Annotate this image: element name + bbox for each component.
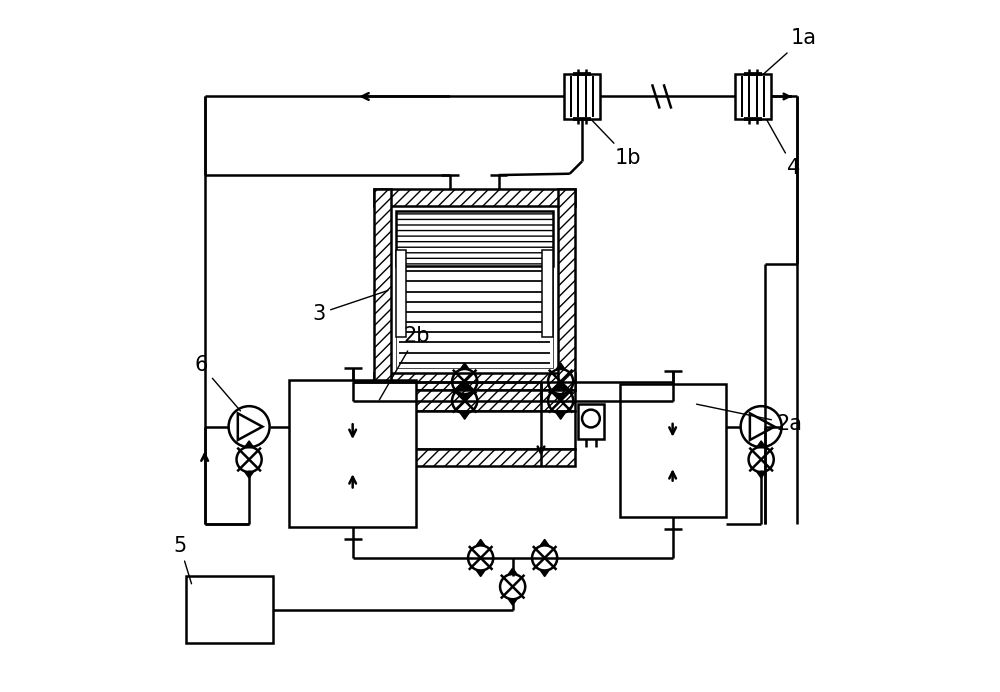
Bar xyxy=(374,390,575,411)
Polygon shape xyxy=(556,413,565,419)
Text: 2b: 2b xyxy=(379,326,430,400)
Bar xyxy=(374,448,575,466)
Polygon shape xyxy=(460,394,469,400)
Bar xyxy=(374,189,575,206)
Polygon shape xyxy=(556,363,565,369)
Text: 2a: 2a xyxy=(697,404,803,434)
Text: 1b: 1b xyxy=(589,118,641,168)
Polygon shape xyxy=(556,382,565,388)
Polygon shape xyxy=(476,570,485,576)
Polygon shape xyxy=(508,599,517,606)
Bar xyxy=(186,576,273,644)
Polygon shape xyxy=(245,441,253,447)
Bar xyxy=(374,374,575,390)
Text: 6: 6 xyxy=(194,355,240,411)
Polygon shape xyxy=(540,539,549,545)
Text: 5: 5 xyxy=(173,536,192,584)
Bar xyxy=(396,211,553,368)
Polygon shape xyxy=(508,568,517,574)
Polygon shape xyxy=(757,472,765,478)
Polygon shape xyxy=(556,394,565,400)
Polygon shape xyxy=(757,441,765,447)
Text: 3: 3 xyxy=(312,291,388,324)
Bar xyxy=(396,211,553,266)
Bar xyxy=(374,189,391,390)
Polygon shape xyxy=(460,382,469,388)
Bar xyxy=(564,74,600,119)
Bar xyxy=(542,251,553,336)
Bar xyxy=(289,380,416,527)
Bar xyxy=(396,251,406,336)
Bar xyxy=(558,189,575,390)
Polygon shape xyxy=(540,570,549,576)
Bar xyxy=(620,383,726,517)
Bar xyxy=(578,403,604,439)
Polygon shape xyxy=(460,363,469,369)
Text: 1a: 1a xyxy=(762,28,817,75)
Text: 4: 4 xyxy=(765,116,801,179)
Polygon shape xyxy=(245,472,253,478)
Polygon shape xyxy=(476,539,485,545)
Bar xyxy=(374,411,575,448)
Bar xyxy=(735,74,771,119)
Polygon shape xyxy=(460,413,469,419)
